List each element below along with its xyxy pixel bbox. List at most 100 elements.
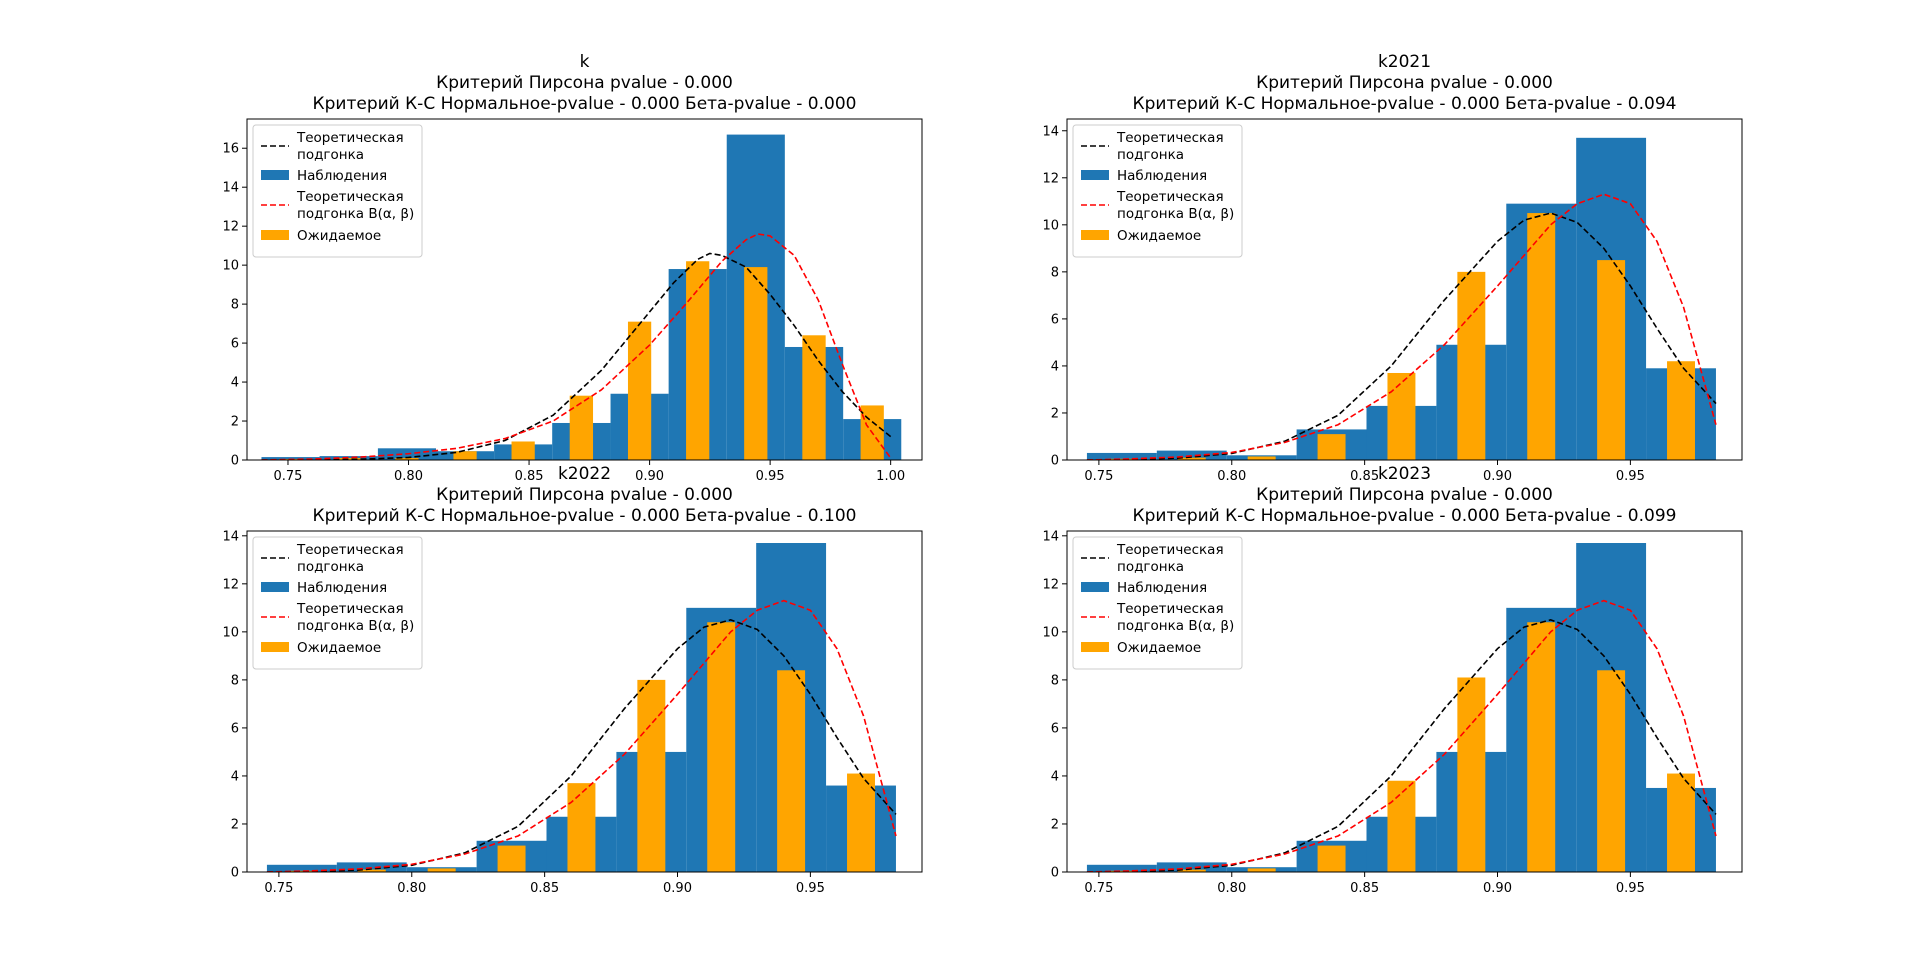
expected-bar: [1527, 213, 1556, 460]
legend-observed-label: Наблюдения: [1117, 168, 1207, 184]
x-tick-label: 0.85: [515, 469, 544, 484]
expected-bar: [357, 869, 386, 872]
y-tick-label: 0: [1051, 866, 1059, 881]
legend-normal-fit-line: подгонка: [297, 559, 364, 575]
axes-frame: [246, 530, 923, 873]
legend-beta-fit-line: Теоретическая: [1116, 601, 1224, 617]
beta-fit-line: [266, 599, 897, 872]
legend-expected-patch: [261, 642, 289, 652]
y-tick-label: 6: [1051, 721, 1059, 736]
legend-expected-patch: [261, 230, 289, 240]
y-tick-label: 10: [1042, 218, 1059, 233]
observed-bar: [261, 457, 320, 460]
subplot-title: k2022: [558, 464, 611, 484]
y-tick-label: 4: [1051, 769, 1059, 784]
plot-area: [1086, 543, 1717, 872]
x-tick-label: 0.80: [397, 881, 426, 896]
expected-bar: [1107, 870, 1136, 872]
y-tick-label: 8: [1051, 265, 1059, 280]
y-tick-label: 6: [231, 337, 239, 352]
x-tick-label: 0.80: [1217, 469, 1246, 484]
expected-bar: [686, 261, 710, 460]
x-tick-label: 0.75: [1084, 881, 1113, 896]
expected-bar: [1527, 622, 1556, 872]
legend-observed-patch: [261, 170, 289, 180]
legend-expected-patch: [1081, 642, 1109, 652]
legend-expected-patch: [1081, 230, 1109, 240]
expected-bar: [497, 845, 526, 872]
y-tick-label: 10: [222, 625, 239, 640]
y-tick-label: 0: [1051, 454, 1059, 469]
plot-area: [1086, 137, 1717, 460]
subplot-subtitle: Критерий К-С Нормальное-pvalue - 0.000 Б…: [313, 94, 857, 114]
axes-frame: [246, 118, 923, 461]
normal-fit-line: [266, 619, 897, 872]
legend-beta-fit-line: подгонка B(α, β): [1117, 618, 1234, 634]
y-tick-label: 6: [231, 721, 239, 736]
x-tick-label: 0.85: [1350, 881, 1379, 896]
subplot-subtitle: Критерий К-С Нормальное-pvalue - 0.000 Б…: [1133, 506, 1677, 526]
legend: Теоретическая подгонкаНаблюденияТеоретиче…: [252, 124, 423, 258]
beta-fit-line: [261, 233, 892, 460]
legend-box: [252, 536, 423, 670]
expected-bar: [1317, 845, 1346, 872]
x-tick-label: 0.95: [1616, 881, 1645, 896]
expected-bar: [1597, 260, 1626, 460]
subplot-title: k2021: [1378, 52, 1431, 72]
subplot-title: k: [580, 52, 590, 72]
y-tick-label: 2: [1051, 817, 1059, 832]
plot-area: [261, 134, 902, 460]
legend-normal-fit-label: Теоретическая подгонка: [296, 130, 404, 163]
legend-observed-label: Наблюдения: [297, 580, 387, 596]
normal-fit-line: [1086, 619, 1717, 872]
y-tick-label: 2: [231, 415, 239, 430]
x-tick-label: 0.95: [796, 881, 825, 896]
subplot-4: 0.75 0.80 0.85 0.90 0.9502468101214k2023Крит…: [1042, 464, 1743, 896]
legend-observed-patch: [1081, 582, 1109, 592]
expected-bar: [802, 335, 826, 460]
expected-bar: [1247, 456, 1276, 460]
legend-observed-patch: [261, 582, 289, 592]
expected-bar: [1247, 868, 1276, 872]
legend-observed-label: Наблюдения: [1117, 580, 1207, 596]
expected-bar: [1597, 670, 1626, 872]
expected-bar: [1317, 434, 1346, 460]
x-tick-label: 0.90: [1483, 469, 1512, 484]
legend: Теоретическая подгонка Наблюдения Теоретиче…: [1072, 536, 1243, 670]
y-tick-label: 2: [231, 817, 239, 832]
legend-beta-fit-label: Теоретическая подгонка B(α, β): [296, 601, 414, 634]
x-tick-label: 0.80: [394, 469, 423, 484]
legend-expected-label: Ожидаемое: [297, 228, 381, 244]
subplot-3: 0.75 0.80 0.85 0.90 0.9502468101214k2022Крит…: [222, 464, 923, 896]
y-tick-label: 8: [1051, 673, 1059, 688]
subplot-subtitle: Критерий К-С Нормальное-pvalue - 0.000 Б…: [1133, 94, 1677, 114]
legend-normal-fit-line: Теоретическая: [1116, 130, 1224, 146]
expected-bar: [569, 395, 594, 460]
legend-expected-label: Ожидаемое: [1117, 640, 1201, 656]
y-tick-label: 8: [231, 673, 239, 688]
expected-bar: [567, 783, 596, 872]
y-tick-label: 14: [1042, 124, 1059, 139]
legend-box: [1072, 536, 1243, 670]
y-tick-label: 12: [1042, 171, 1059, 186]
legend-beta-fit-line: Теоретическая: [296, 189, 404, 205]
x-tick-label: 0.90: [1483, 881, 1512, 896]
y-tick-label: 8: [231, 298, 239, 313]
y-tick-label: 12: [1042, 577, 1059, 592]
x-tick-label: 0.90: [635, 469, 664, 484]
y-tick-label: 2: [1051, 406, 1059, 421]
x-tick-label: 0.95: [756, 469, 785, 484]
legend: Теоретическая подгонкаНаблюденияТеоретиче…: [252, 536, 423, 670]
expected-bar: [707, 622, 736, 872]
expected-bar: [511, 441, 535, 460]
x-tick-label: 0.90: [663, 881, 692, 896]
expected-bar: [1177, 869, 1206, 872]
legend-beta-fit-line: Теоретическая: [1116, 189, 1224, 205]
legend-normal-fit-label: Теоретическая подгонка: [1116, 542, 1224, 575]
y-tick-label: 14: [222, 529, 239, 544]
subplot-2: 0.75 0.80 0.85 0.90 0.9502468101214k2021Крит…: [1042, 52, 1743, 484]
y-tick-label: 10: [1042, 625, 1059, 640]
expected-bar: [1457, 677, 1486, 872]
y-tick-label: 12: [222, 220, 239, 235]
